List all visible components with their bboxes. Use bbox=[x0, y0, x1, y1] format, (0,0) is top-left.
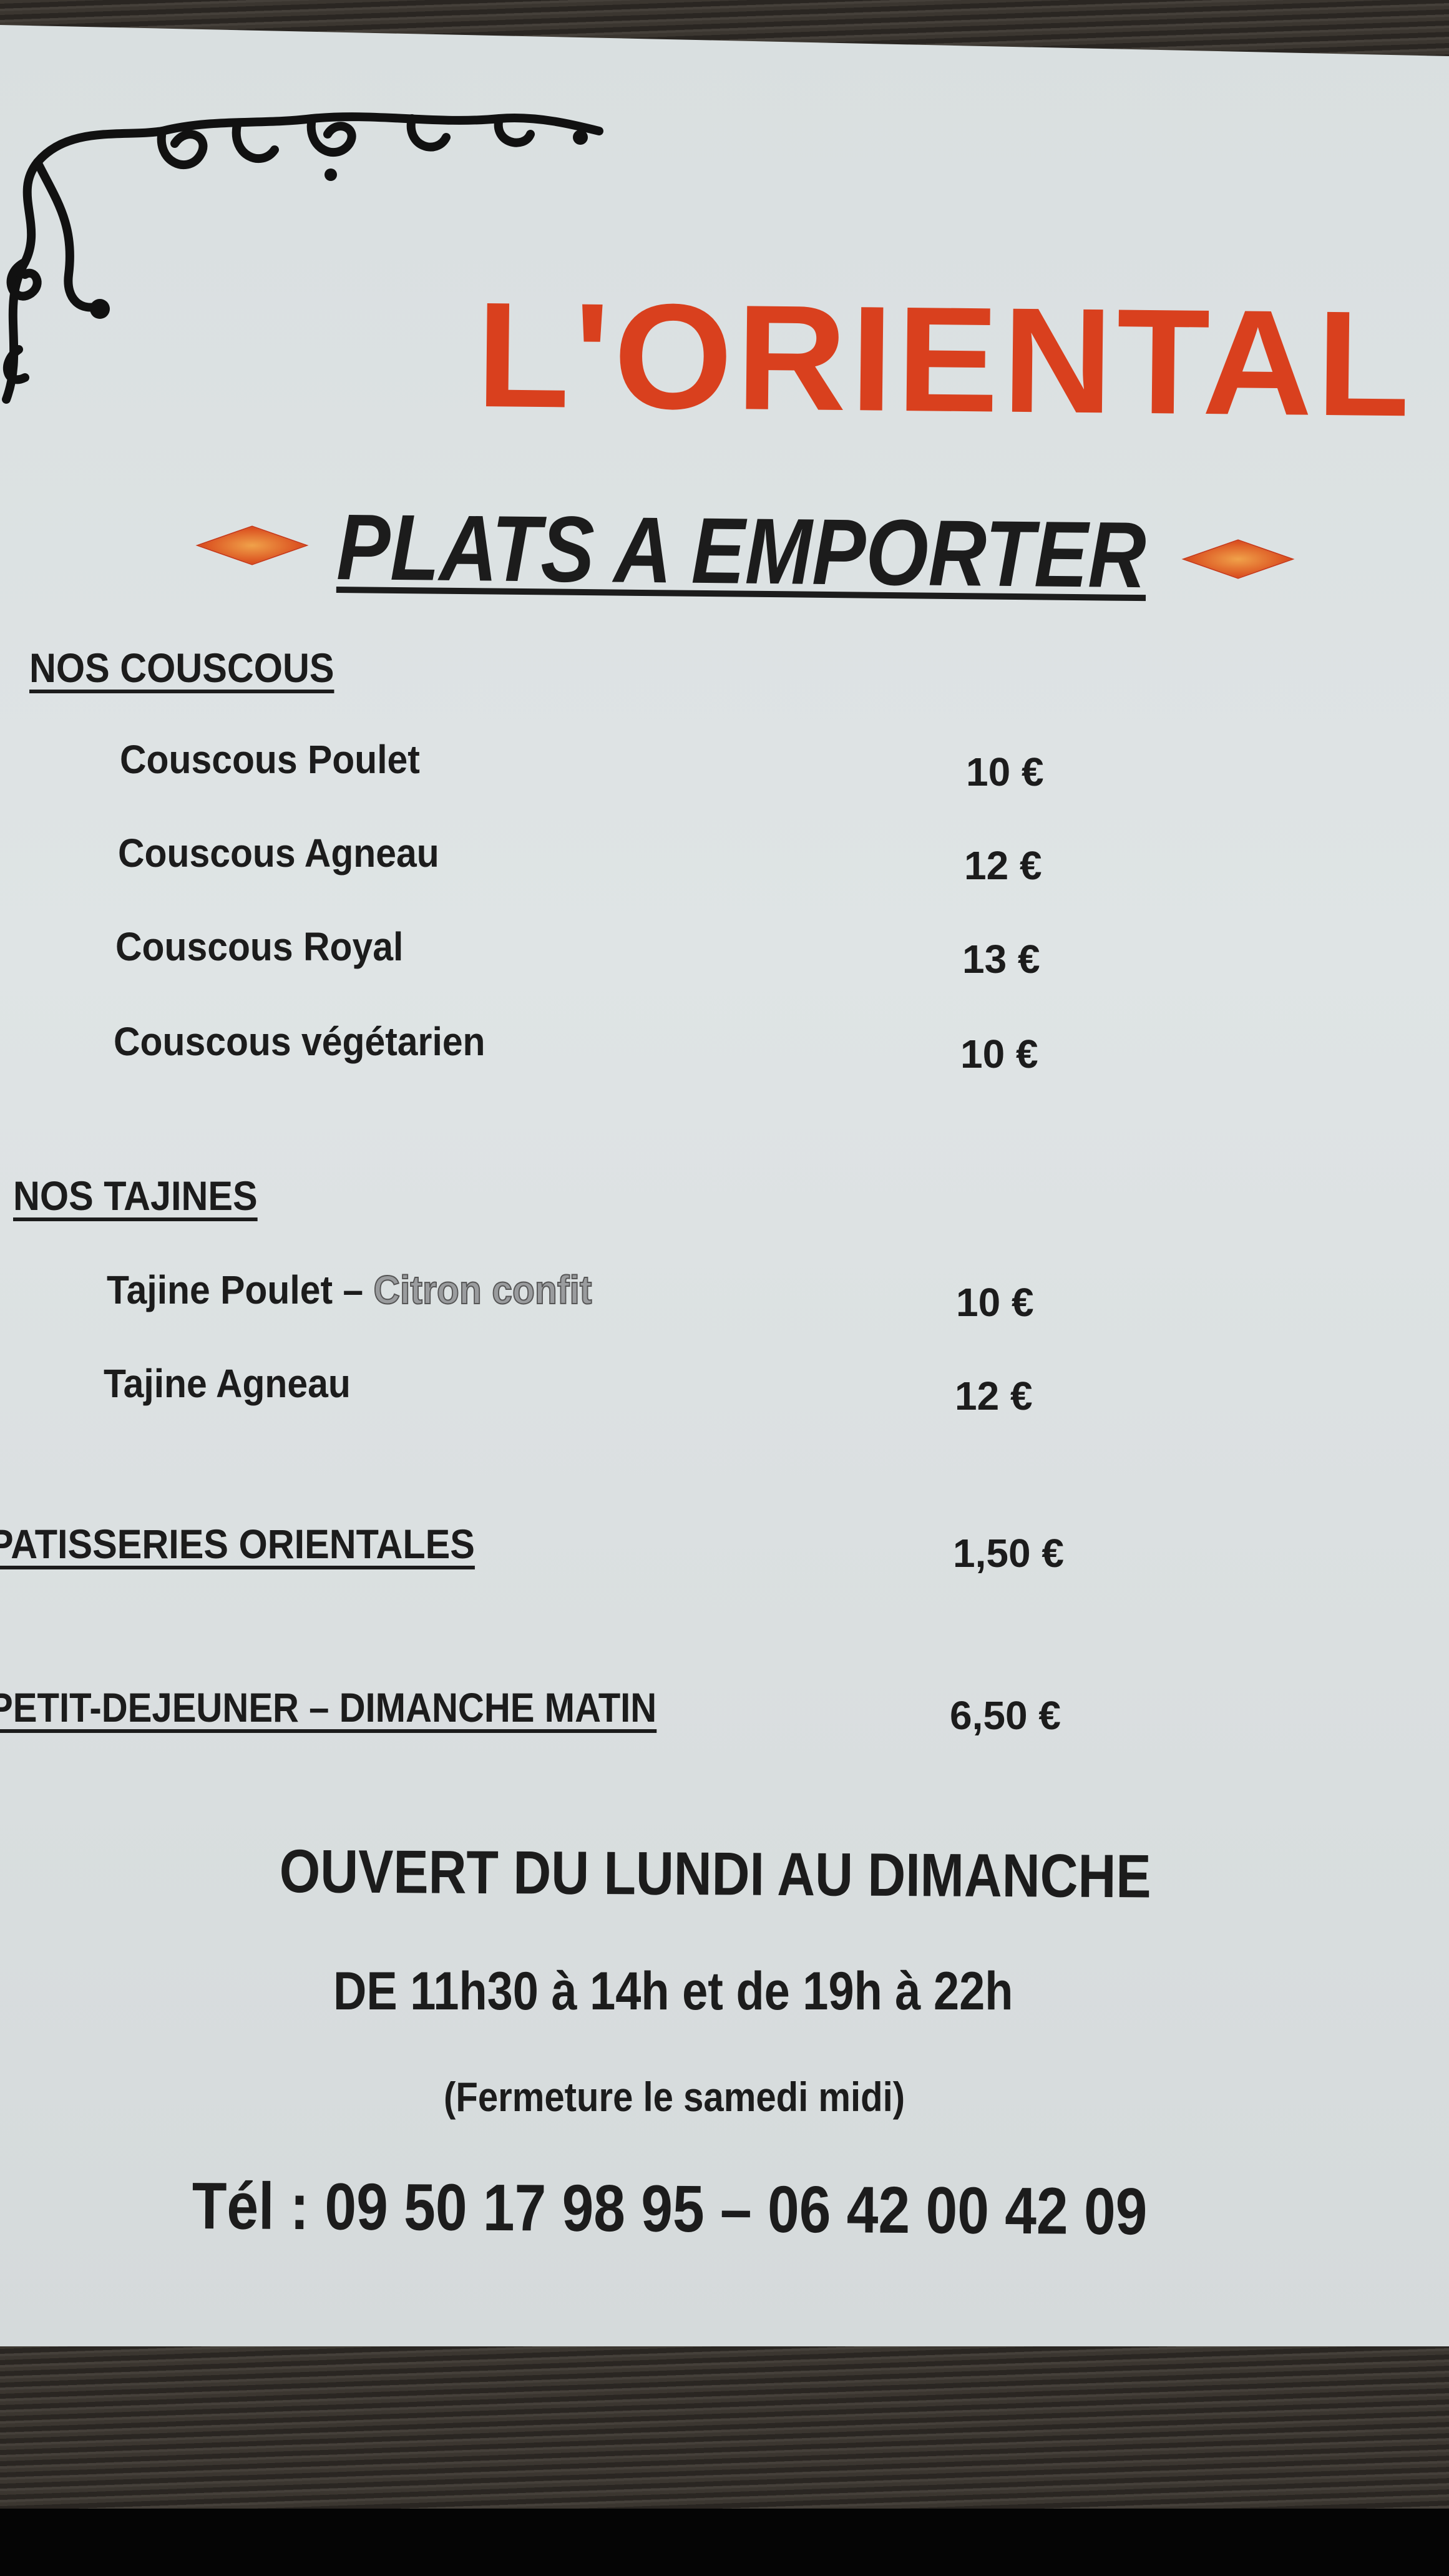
menu-item-name: Couscous Agneau bbox=[118, 831, 439, 876]
ornament-corner-icon bbox=[2, 112, 603, 404]
phone-numbers: Tél : 09 50 17 98 95 – 06 42 00 42 09 bbox=[192, 2169, 1148, 2249]
section-heading-couscous: NOS COUSCOUS bbox=[29, 645, 334, 691]
menu-item-name: Tajine Agneau bbox=[104, 1361, 351, 1406]
menu-item-price: 13 € bbox=[962, 937, 1040, 982]
patisseries-price: 1,50 € bbox=[953, 1531, 1064, 1576]
closure-note: (Fermeture le samedi midi) bbox=[444, 2074, 905, 2120]
petit-dejeuner-price: 6,50 € bbox=[950, 1693, 1061, 1738]
menu-item-price: 12 € bbox=[964, 843, 1042, 888]
menu-item-name-main: Tajine Poulet – bbox=[107, 1267, 374, 1312]
opening-hours: DE 11h30 à 14h et de 19h à 22h bbox=[333, 1961, 1013, 2021]
black-bar bbox=[0, 2509, 1449, 2576]
menu-paper bbox=[0, 25, 1449, 2346]
section-heading-patisseries: PATISSERIES ORIENTALES bbox=[0, 1521, 475, 1567]
subtitle: PLATS A EMPORTER bbox=[336, 494, 1147, 608]
menu-item-name: Couscous végétarien bbox=[114, 1019, 485, 1064]
menu-item-price: 10 € bbox=[956, 1280, 1034, 1325]
menu-item-price: 12 € bbox=[955, 1373, 1033, 1418]
wood-table-bottom bbox=[0, 2334, 1449, 2509]
section-heading-tajines: NOS TAJINES bbox=[13, 1173, 258, 1219]
menu-item-price: 10 € bbox=[960, 1032, 1038, 1076]
menu-item-name: Couscous Poulet bbox=[120, 737, 420, 782]
menu-item-name: Couscous Royal bbox=[115, 924, 404, 969]
section-heading-petit-dejeuner: PETIT-DEJEUNER – DIMANCHE MATIN bbox=[0, 1684, 657, 1730]
menu-item-name-suffix: Citron confit bbox=[373, 1267, 593, 1313]
menu-item-price: 10 € bbox=[966, 749, 1044, 794]
restaurant-name: L'ORIENTAL bbox=[476, 270, 1415, 448]
menu-item-name: Tajine Poulet – Citron confit bbox=[107, 1267, 592, 1313]
opening-days: OUVERT DU LUNDI AU DIMANCHE bbox=[279, 1837, 1151, 1911]
